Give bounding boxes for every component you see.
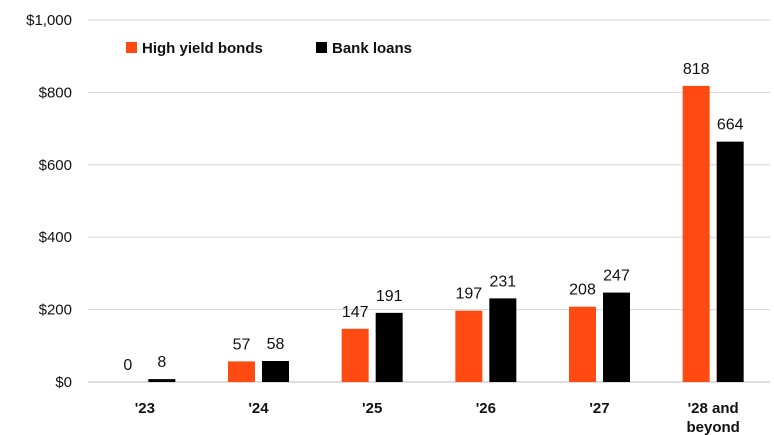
legend-swatch-bank-loans [316, 42, 327, 53]
x-tick-label: '27 [589, 400, 609, 417]
x-tick-label: '26 [476, 400, 496, 417]
bar-high-yield-bonds [341, 328, 369, 382]
data-label: 231 [489, 273, 516, 290]
bar-bank-loans [603, 292, 630, 382]
bar-bank-loans [148, 379, 176, 382]
data-label: 191 [376, 288, 403, 305]
data-label: 247 [603, 268, 630, 285]
bar-bank-loans [262, 361, 289, 382]
legend-swatch-high-yield-bonds [126, 42, 137, 53]
bar-bank-loans [489, 298, 517, 382]
y-tick-label: $800 [39, 84, 72, 101]
data-label: 58 [267, 336, 285, 353]
data-label: 818 [683, 61, 710, 78]
y-tick-label: $0 [55, 374, 72, 391]
bar-high-yield-bonds [455, 310, 483, 382]
bars [148, 85, 744, 382]
y-tick-label: $600 [39, 157, 72, 174]
y-tick-label: $400 [39, 229, 72, 246]
y-tick-label: $200 [39, 302, 72, 319]
x-tick-label: '24 [248, 400, 269, 417]
x-tick-label: '23 [135, 400, 155, 417]
legend-label: Bank loans [332, 40, 412, 57]
data-label: 147 [342, 304, 369, 321]
data-label: 57 [233, 336, 251, 353]
x-axis: '23 '24 '25 '26 '27 '28 and beyond [135, 400, 740, 435]
gridlines [88, 19, 770, 383]
data-label: 197 [455, 286, 482, 303]
data-label: 8 [157, 354, 166, 371]
data-labels: 0 8 57 58 147 191 197 231 208 247 818 664 [123, 61, 743, 374]
legend-label: High yield bonds [142, 40, 263, 57]
x-tick-label: '28 and beyond [686, 400, 739, 435]
data-label: 664 [717, 117, 744, 134]
bar-high-yield-bonds [569, 306, 596, 382]
bar-bank-loans [375, 312, 403, 382]
data-label: 208 [569, 282, 596, 299]
y-axis: $0 $200 $400 $600 $800 $1,000 [26, 12, 72, 391]
bar-high-yield-bonds [682, 85, 710, 382]
data-label: 0 [123, 357, 132, 374]
legend: High yield bonds Bank loans [126, 40, 412, 57]
x-tick-label: '25 [362, 400, 382, 417]
y-tick-label: $1,000 [26, 12, 72, 29]
bar-bank-loans [716, 141, 744, 382]
bar-high-yield-bonds [228, 361, 255, 382]
